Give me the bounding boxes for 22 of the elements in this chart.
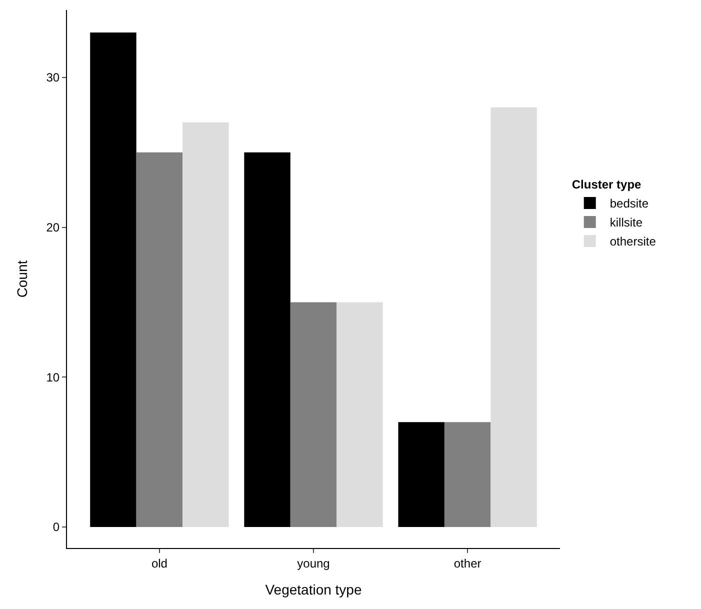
bar <box>490 107 537 528</box>
y-tick-label: 0 <box>52 520 60 534</box>
x-tick-label: young <box>297 556 330 570</box>
x-axis-title: Vegetation type <box>265 582 362 598</box>
bar <box>444 422 491 528</box>
legend-label: othersite <box>610 234 656 249</box>
x-tick-label: other <box>454 556 482 570</box>
legend-label: bedsite <box>610 196 649 211</box>
x-tick-label: old <box>151 556 168 570</box>
bar <box>336 302 383 528</box>
legend-title: Cluster type <box>572 178 642 192</box>
bar <box>290 302 337 528</box>
y-tick-label: 10 <box>46 370 60 384</box>
bar <box>90 32 136 528</box>
y-tick-label: 30 <box>46 70 60 85</box>
legend-label: killsite <box>610 216 643 230</box>
bar <box>398 422 444 528</box>
bar <box>244 152 290 528</box>
y-tick-label: 20 <box>46 220 60 234</box>
bar <box>182 122 229 528</box>
bar <box>136 152 183 528</box>
y-axis-title: Count <box>14 260 30 298</box>
